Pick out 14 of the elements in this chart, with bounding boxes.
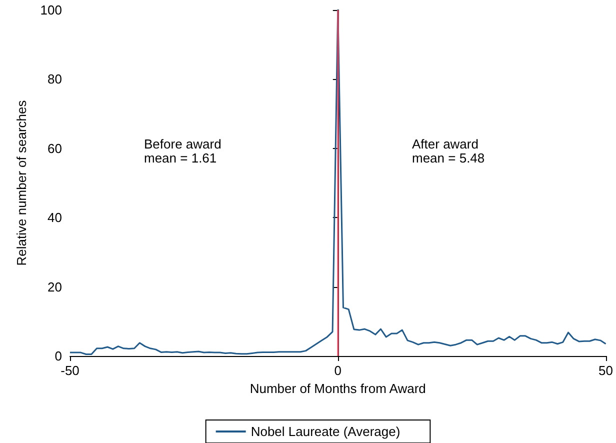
y-tick-label: 80 xyxy=(48,72,62,87)
x-tick-label: 0 xyxy=(334,363,342,378)
x-tick-label: 50 xyxy=(598,363,614,378)
y-tick-label: 100 xyxy=(40,2,62,18)
x-axis-title: Number of Months from Award xyxy=(250,380,426,396)
y-tick-label: 0 xyxy=(54,348,62,364)
annotation: Before award mean = 1.61 xyxy=(144,136,222,166)
y-tick-label: 60 xyxy=(48,140,62,156)
annotation: After award mean = 5.48 xyxy=(412,136,485,166)
x-tick-label: -50 xyxy=(60,363,80,378)
y-tick-label: 20 xyxy=(48,279,62,294)
legend-label: Nobel Laureate (Average) xyxy=(250,424,400,439)
y-axis-title: Relative number of searches xyxy=(14,100,29,266)
y-tick-label: 40 xyxy=(48,210,62,226)
